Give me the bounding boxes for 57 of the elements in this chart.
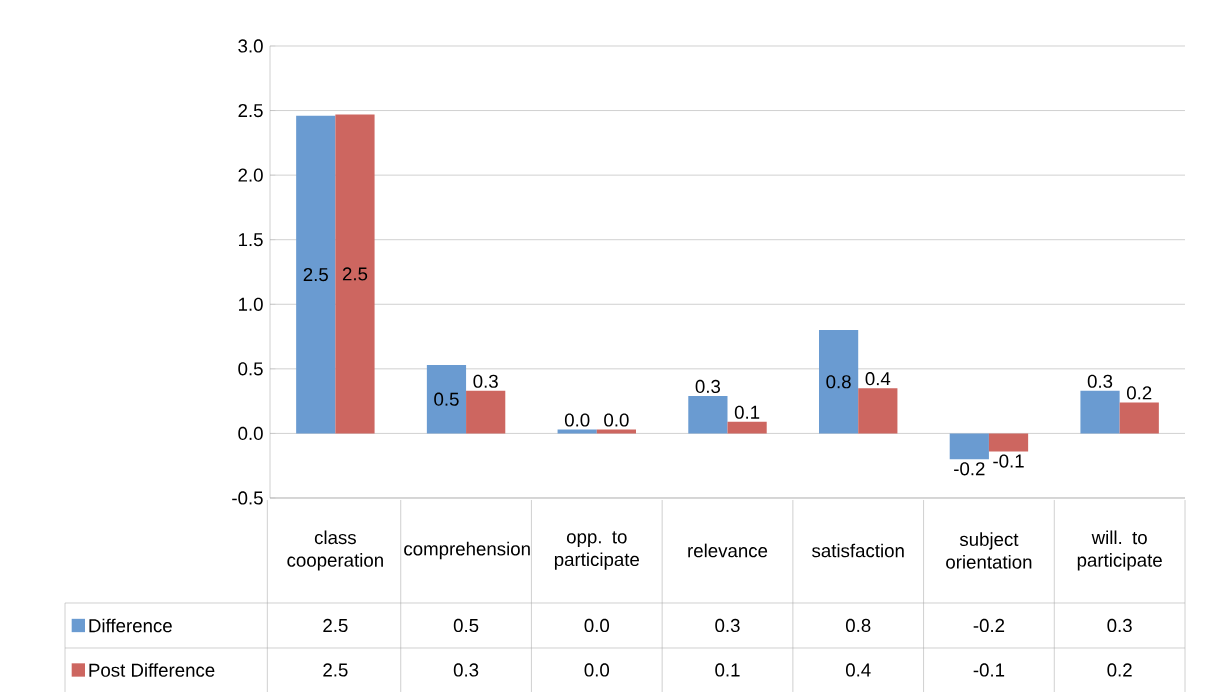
x-tick-label: comprehension: [404, 541, 530, 560]
data-label: 2.5: [323, 663, 348, 677]
y-tick-label: 2.0: [238, 168, 263, 182]
bar: [949, 433, 989, 460]
text: 0.5: [434, 392, 459, 406]
y-tick-label: 1.5: [238, 233, 263, 247]
x-tick-label: will. to participate: [1077, 530, 1162, 571]
text: 0.1: [734, 405, 760, 419]
x-tick-label: satisfaction: [812, 543, 904, 558]
text: 0.2: [1127, 386, 1152, 400]
legend-label: Difference: [89, 618, 172, 633]
y-tick-label: 1.0: [238, 297, 263, 311]
x-tick-label: opp. to participate: [554, 531, 640, 570]
text: 0.3: [695, 379, 721, 394]
text: 2.5: [303, 267, 328, 282]
text: 0.8: [826, 375, 851, 389]
text: 0.0: [604, 413, 629, 427]
bar: [426, 364, 467, 434]
bar: [466, 390, 506, 434]
x-tick-label: relevance: [688, 543, 768, 558]
x-tick-label: class cooperation: [287, 530, 383, 571]
data-label: 0.1: [715, 663, 740, 677]
bar: [1080, 390, 1120, 434]
text: 0.0: [564, 413, 590, 427]
text: 0.4: [865, 372, 891, 386]
data-label: 2.5: [323, 618, 348, 633]
data-label: 0.0: [584, 618, 610, 633]
y-tick-label: -0.5: [232, 491, 263, 505]
data-label: 0.3: [453, 663, 479, 677]
data-label: 0.5: [453, 618, 479, 633]
bar: [858, 388, 898, 434]
bar: [688, 395, 728, 434]
y-tick-label: 3.0: [238, 39, 263, 53]
data-label: 0.4: [845, 663, 871, 677]
bar: [1119, 402, 1159, 434]
data-label: -0.2: [973, 618, 1005, 633]
data-label: 0.3: [715, 618, 740, 633]
text: -0.1: [993, 454, 1024, 468]
bar: [727, 421, 767, 434]
y-tick-label: 0.5: [238, 362, 263, 376]
text: -0.2: [954, 462, 985, 476]
bar: [335, 114, 375, 434]
bar: [296, 115, 336, 434]
x-tick-label: subject orientation: [946, 532, 1032, 569]
bar: [819, 330, 859, 434]
y-tick-label: 0.0: [238, 426, 263, 441]
data-label: 0.8: [845, 618, 871, 633]
y-tick-label: 2.5: [238, 103, 263, 118]
data-label: 0.2: [1107, 663, 1132, 677]
legend-label: Post Difference: [89, 663, 215, 677]
data-label: -0.1: [973, 663, 1005, 677]
text: 0.3: [1087, 374, 1113, 388]
text: 0.3: [473, 374, 498, 388]
data-label: 0.3: [1107, 618, 1132, 633]
text: 2.5: [342, 267, 368, 281]
data-label: 0.0: [584, 663, 610, 677]
bar: [988, 433, 1029, 452]
